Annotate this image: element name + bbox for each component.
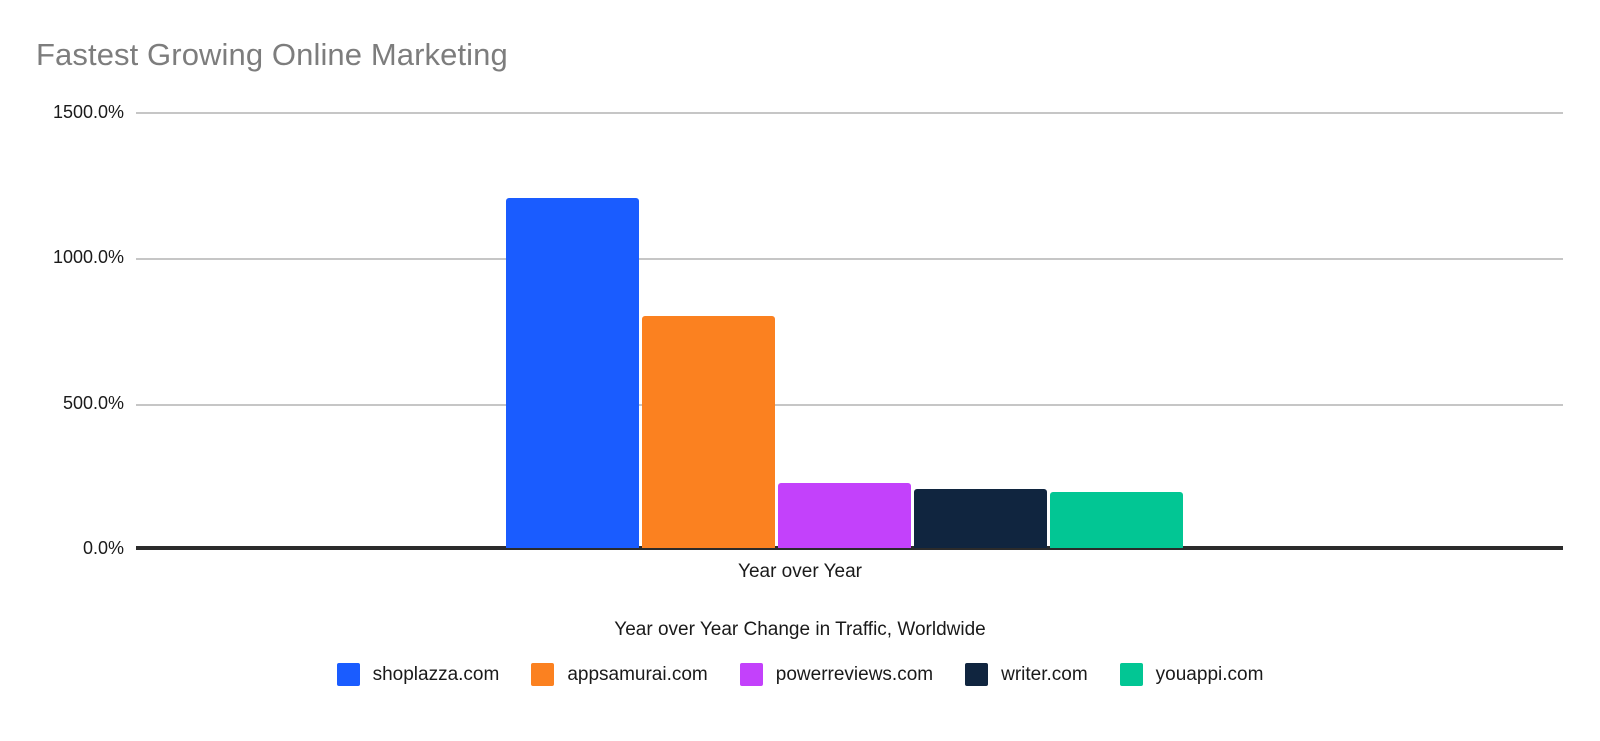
chart-title: Fastest Growing Online Marketing: [36, 37, 508, 72]
legend-item-writer-com[interactable]: writer.com: [965, 663, 1088, 686]
y-tick-label: 500.0%: [62, 392, 124, 413]
x-axis-category-label: Year over Year: [738, 561, 862, 582]
x-axis-title: Year over Year Change in Traffic, Worldw…: [614, 619, 986, 640]
gridline-1000: [136, 258, 1563, 260]
gridline-1500: [136, 112, 1563, 114]
legend-item-youappi-com[interactable]: youappi.com: [1119, 663, 1264, 686]
bar-powerreviews-com[interactable]: [778, 482, 911, 548]
y-tick-label: 1000.0%: [52, 247, 124, 268]
legend-item-shoplazza-com[interactable]: shoplazza.com: [336, 663, 500, 686]
bar-appsamurai-com[interactable]: [642, 316, 775, 548]
x-axis-line: [136, 546, 1563, 550]
legend-item-powerreviews-com[interactable]: powerreviews.com: [739, 663, 934, 686]
bar-youappi-com[interactable]: [1050, 491, 1183, 548]
y-axis-labels: 1500.0% 1000.0% 500.0% 0.0%: [0, 0, 124, 741]
legend-label: shoplazza.com: [372, 664, 500, 685]
legend-label: powerreviews.com: [775, 664, 934, 685]
plot-area: [136, 112, 1563, 549]
bar-writer-com[interactable]: [914, 488, 1047, 548]
y-tick-label: 0.0%: [82, 538, 124, 558]
legend-swatch-icon: [336, 663, 360, 686]
legend-swatch-icon: [739, 663, 763, 686]
legend-label: youappi.com: [1155, 664, 1264, 685]
chart-legend: shoplazza.com appsamurai.com powerreviews.…: [0, 663, 1600, 686]
y-tick-label: 1500.0%: [52, 102, 124, 122]
legend-label: writer.com: [1001, 664, 1088, 685]
legend-swatch-icon: [1119, 663, 1143, 686]
bar-shoplazza-com[interactable]: [506, 198, 639, 548]
gridline-500: [136, 404, 1563, 406]
legend-swatch-icon: [531, 663, 555, 686]
legend-swatch-icon: [965, 663, 989, 686]
legend-label: appsamurai.com: [567, 664, 708, 685]
legend-item-appsamurai-com[interactable]: appsamurai.com: [531, 663, 708, 686]
